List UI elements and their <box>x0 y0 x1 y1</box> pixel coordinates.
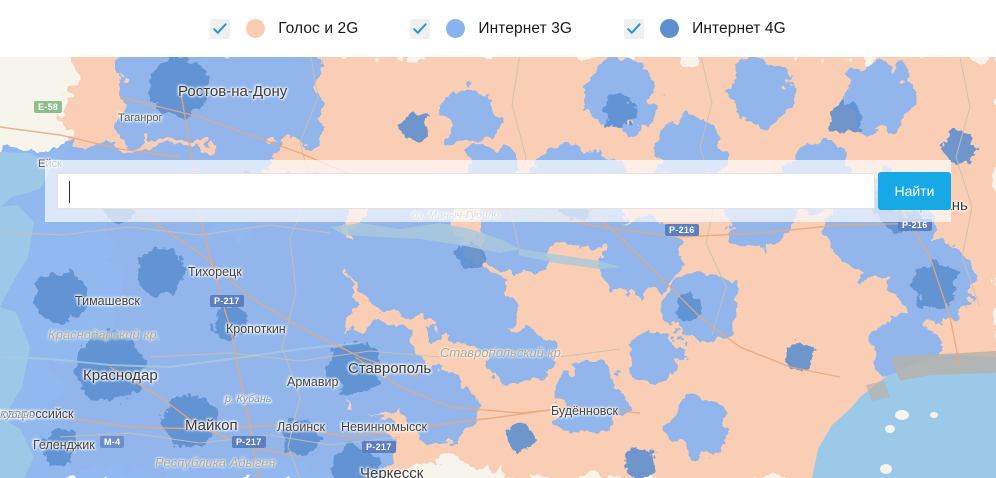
legend-items-container: Голос и 2G Интернет 3G Интерне <box>210 14 786 44</box>
search-input[interactable] <box>58 174 874 208</box>
legend-swatch-internet-3g <box>446 19 466 38</box>
map-search-panel: Найти <box>45 160 951 222</box>
legend-item-voice-2g[interactable]: Голос и 2G <box>210 18 359 39</box>
check-icon <box>413 22 427 34</box>
coverage-map[interactable]: Ростов-на-Дону Таганрог Ейск Сальск Элис… <box>0 57 996 478</box>
legend-label-voice-2g: Голос и 2G <box>278 19 359 37</box>
search-input-wrapper[interactable] <box>57 173 875 209</box>
text-caret <box>69 181 70 203</box>
legend-item-internet-4g[interactable]: Интернет 4G <box>624 18 786 39</box>
map-canvas <box>0 57 996 478</box>
checkbox-internet-4g[interactable] <box>624 18 645 39</box>
checkbox-internet-3g[interactable] <box>410 18 431 39</box>
search-button[interactable]: Найти <box>878 172 951 210</box>
legend-item-internet-3g[interactable]: Интернет 3G <box>410 18 573 39</box>
legend-swatch-internet-4g <box>660 19 680 38</box>
legend-swatch-voice-2g <box>246 19 266 38</box>
legend-label-internet-4g: Интернет 4G <box>692 19 786 37</box>
coverage-legend-bar: Голос и 2G Интернет 3G Интерне <box>0 0 996 57</box>
check-icon <box>627 22 641 34</box>
check-icon <box>213 22 227 34</box>
checkbox-voice-2g[interactable] <box>210 18 231 39</box>
legend-label-internet-3g: Интернет 3G <box>478 19 573 37</box>
